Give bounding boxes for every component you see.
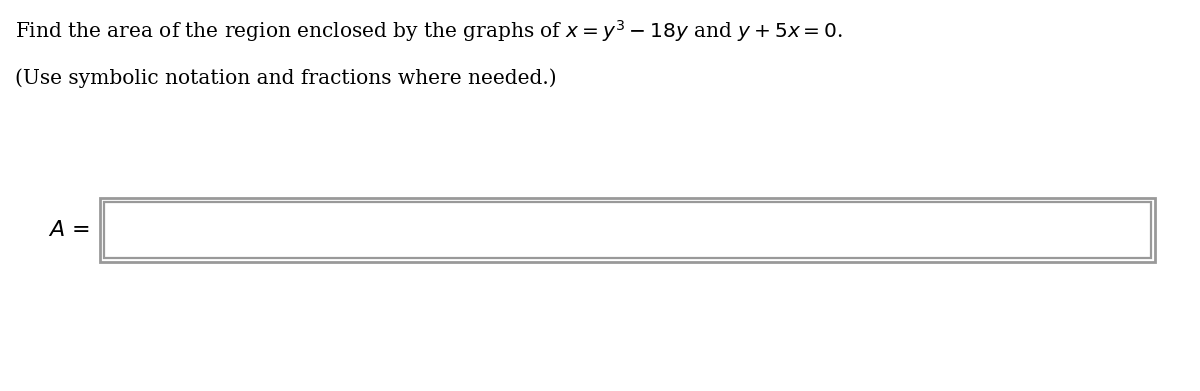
FancyBboxPatch shape	[100, 198, 1154, 262]
Text: (Use symbolic notation and fractions where needed.): (Use symbolic notation and fractions whe…	[14, 68, 557, 88]
Text: $A$ =: $A$ =	[48, 219, 90, 241]
FancyBboxPatch shape	[104, 202, 1151, 258]
Text: Find the area of the region enclosed by the graphs of $x = y^3 - 18y$ and $y + 5: Find the area of the region enclosed by …	[14, 18, 842, 44]
